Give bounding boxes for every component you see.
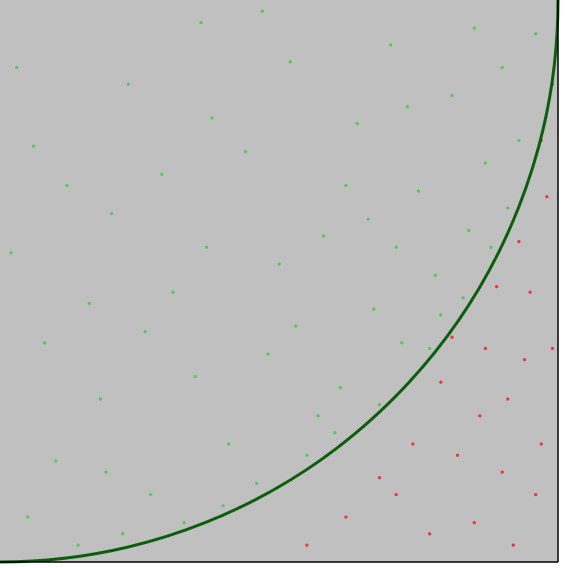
point (528, 290, 532, 294)
point (500, 65, 504, 70)
point (31, 144, 36, 148)
point (461, 296, 465, 300)
point (550, 346, 555, 351)
point (255, 481, 259, 485)
point (377, 476, 382, 480)
point (534, 492, 538, 497)
point (193, 374, 197, 379)
point (288, 60, 292, 64)
point (450, 335, 454, 339)
point (204, 245, 209, 249)
point (54, 459, 58, 463)
point (467, 228, 471, 233)
point (43, 341, 47, 345)
point (372, 307, 376, 311)
point (76, 543, 80, 547)
point (483, 346, 488, 351)
point (65, 183, 69, 188)
point (333, 431, 337, 435)
point (355, 122, 359, 126)
point (389, 43, 393, 47)
point (98, 397, 103, 401)
point (472, 26, 476, 30)
point (394, 492, 398, 497)
point (143, 329, 147, 334)
point (26, 515, 30, 519)
point (260, 9, 264, 13)
point (400, 341, 404, 345)
point (539, 442, 543, 446)
point (210, 116, 214, 120)
point (149, 492, 153, 497)
point (199, 20, 203, 25)
point (338, 386, 342, 390)
point (277, 262, 281, 266)
point (472, 521, 476, 525)
point (227, 442, 231, 446)
point (428, 346, 432, 351)
point (495, 285, 499, 289)
point (110, 211, 114, 216)
plot-area (0, 0, 558, 562)
point (15, 65, 19, 70)
point (517, 240, 521, 244)
point (121, 532, 125, 536)
point (394, 245, 398, 249)
point (439, 380, 443, 384)
point (87, 301, 91, 306)
point (428, 532, 432, 536)
point (305, 543, 309, 547)
point (221, 504, 225, 508)
point (171, 290, 175, 294)
point (294, 324, 298, 328)
point (478, 414, 482, 418)
point (545, 195, 549, 199)
point (483, 161, 488, 165)
point (455, 453, 460, 457)
point (506, 397, 510, 401)
point (160, 172, 164, 176)
point (433, 273, 437, 277)
point (344, 515, 348, 519)
point (405, 105, 409, 109)
point (511, 543, 515, 547)
point (522, 358, 527, 362)
point (534, 32, 538, 36)
point (316, 414, 320, 418)
point (411, 442, 415, 446)
point (416, 189, 421, 193)
point (266, 352, 270, 356)
point (182, 521, 186, 525)
point (500, 470, 504, 474)
point (344, 183, 348, 188)
point (305, 453, 309, 457)
point (450, 93, 454, 98)
point (506, 206, 510, 210)
point (489, 245, 493, 249)
point (377, 403, 382, 407)
circle-boundary (0, 0, 560, 564)
point (104, 470, 108, 474)
point (517, 138, 521, 143)
point (439, 313, 443, 317)
point (322, 234, 326, 238)
point (9, 251, 13, 255)
point (126, 82, 130, 86)
point (243, 150, 248, 154)
point (366, 217, 370, 221)
